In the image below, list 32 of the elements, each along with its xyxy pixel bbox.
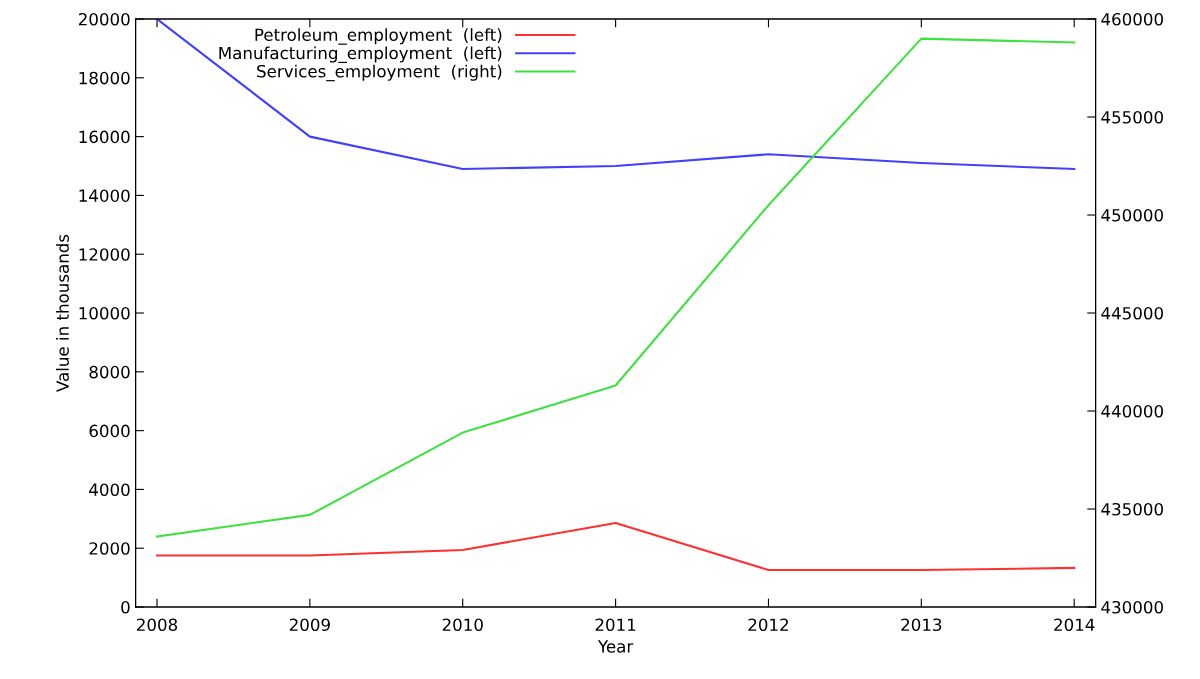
line-series (155, 521, 1076, 572)
y2-tick-label: 440000 (1101, 404, 1163, 418)
y-axis-title: Value in thousands (56, 234, 69, 392)
y2-tick-label: 455000 (1101, 110, 1163, 124)
x-tick-label: 2014 (1054, 618, 1095, 632)
y2-tick-label: 450000 (1101, 208, 1163, 222)
y-tick-label: 16000 (79, 130, 130, 144)
line-series (155, 19, 1076, 170)
y-tick-label: 8000 (89, 365, 130, 379)
x-tick-label: 2009 (289, 618, 330, 632)
x-tick-label: 2008 (137, 618, 178, 632)
y2-tick-label: 430000 (1101, 600, 1163, 614)
y-tick-label: 18000 (79, 71, 130, 85)
legend-label: Petroleum_employment (left) (255, 28, 502, 45)
y-tick-label: 20000 (78, 12, 130, 26)
y-tick-label: 0 (121, 600, 130, 614)
y-tick-label: 2000 (89, 542, 130, 555)
y2-tick-label: 435000 (1101, 502, 1163, 516)
legend-label: Services_employment (right) (257, 64, 502, 82)
y-tick-label: 14000 (79, 189, 130, 202)
x-tick-label: 2010 (442, 618, 483, 632)
y2-tick-label: 445000 (1101, 306, 1163, 320)
y-tick-label: 6000 (89, 424, 130, 438)
y-tick-label: 10000 (79, 306, 130, 320)
y-tick-label: 12000 (79, 248, 130, 261)
legend-label: Manufacturing_employment (left) (219, 46, 502, 63)
y-tick-label: 4000 (89, 483, 130, 496)
x-tick-label: 2013 (901, 618, 942, 632)
y2-tick-label: 460000 (1101, 12, 1163, 26)
x-axis-title: Year (597, 640, 634, 653)
x-tick-label: 2011 (595, 618, 636, 632)
x-tick-label: 2012 (748, 618, 788, 632)
